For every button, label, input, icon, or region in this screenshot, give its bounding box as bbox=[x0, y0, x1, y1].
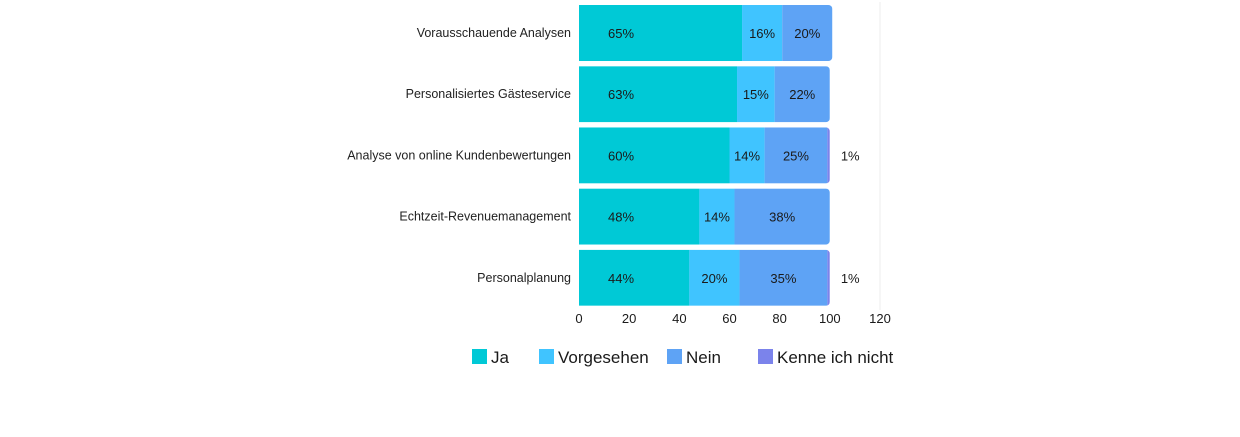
legend-label: Ja bbox=[491, 348, 510, 367]
bar-segment bbox=[737, 66, 775, 123]
x-tick-label: 40 bbox=[672, 311, 686, 326]
value-label: 65% bbox=[608, 26, 634, 41]
bar-segment bbox=[827, 127, 830, 184]
value-label: 14% bbox=[734, 148, 760, 163]
bar-segment bbox=[734, 188, 830, 245]
value-label: 15% bbox=[743, 87, 769, 102]
bar-segment bbox=[579, 188, 700, 245]
legend-swatch bbox=[539, 349, 554, 364]
value-label: 48% bbox=[608, 210, 634, 225]
x-tick-label: 20 bbox=[622, 311, 636, 326]
legend-label: Vorgesehen bbox=[558, 348, 649, 367]
value-label: 38% bbox=[769, 210, 795, 225]
bar-segment bbox=[579, 249, 690, 306]
category-label: Echtzeit-Revenuemanagement bbox=[399, 210, 571, 224]
x-tick-label: 80 bbox=[772, 311, 786, 326]
bar-segment bbox=[579, 127, 730, 184]
legend-swatch bbox=[667, 349, 682, 364]
bar-segment bbox=[579, 5, 743, 61]
category-label: Personalplanung bbox=[477, 271, 571, 285]
bar-segment bbox=[729, 127, 765, 184]
x-tick-label: 100 bbox=[819, 311, 841, 326]
bar-segment bbox=[827, 249, 830, 306]
outside-value-label: 1% bbox=[841, 148, 860, 163]
value-label: 35% bbox=[770, 271, 796, 286]
legend-label: Kenne ich nicht bbox=[777, 348, 894, 367]
legend-swatch bbox=[472, 349, 487, 364]
bar-segment bbox=[782, 5, 833, 61]
bar-segment bbox=[699, 188, 735, 245]
x-tick-label: 120 bbox=[869, 311, 891, 326]
value-label: 20% bbox=[701, 271, 727, 286]
value-label: 44% bbox=[608, 271, 634, 286]
category-label: Personalisiertes Gästeservice bbox=[406, 87, 571, 101]
value-label: 20% bbox=[794, 26, 820, 41]
bar-segment bbox=[764, 127, 828, 184]
x-tick-label: 60 bbox=[722, 311, 736, 326]
outside-value-label: 1% bbox=[841, 271, 860, 286]
category-label: Analyse von online Kundenbewertungen bbox=[347, 148, 571, 162]
bar-segment bbox=[742, 5, 783, 61]
value-label: 16% bbox=[749, 26, 775, 41]
bar-segment bbox=[689, 249, 740, 306]
value-label: 14% bbox=[704, 210, 730, 225]
value-label: 22% bbox=[789, 87, 815, 102]
value-label: 63% bbox=[608, 87, 634, 102]
bar-segment bbox=[739, 249, 828, 306]
legend-swatch bbox=[758, 349, 773, 364]
category-label: Vorausschauende Analysen bbox=[417, 26, 571, 40]
bar-segment bbox=[774, 66, 830, 123]
x-tick-label: 0 bbox=[575, 311, 582, 326]
value-label: 25% bbox=[783, 148, 809, 163]
value-label: 60% bbox=[608, 148, 634, 163]
legend-label: Nein bbox=[686, 348, 721, 367]
bar-segment bbox=[579, 66, 738, 123]
